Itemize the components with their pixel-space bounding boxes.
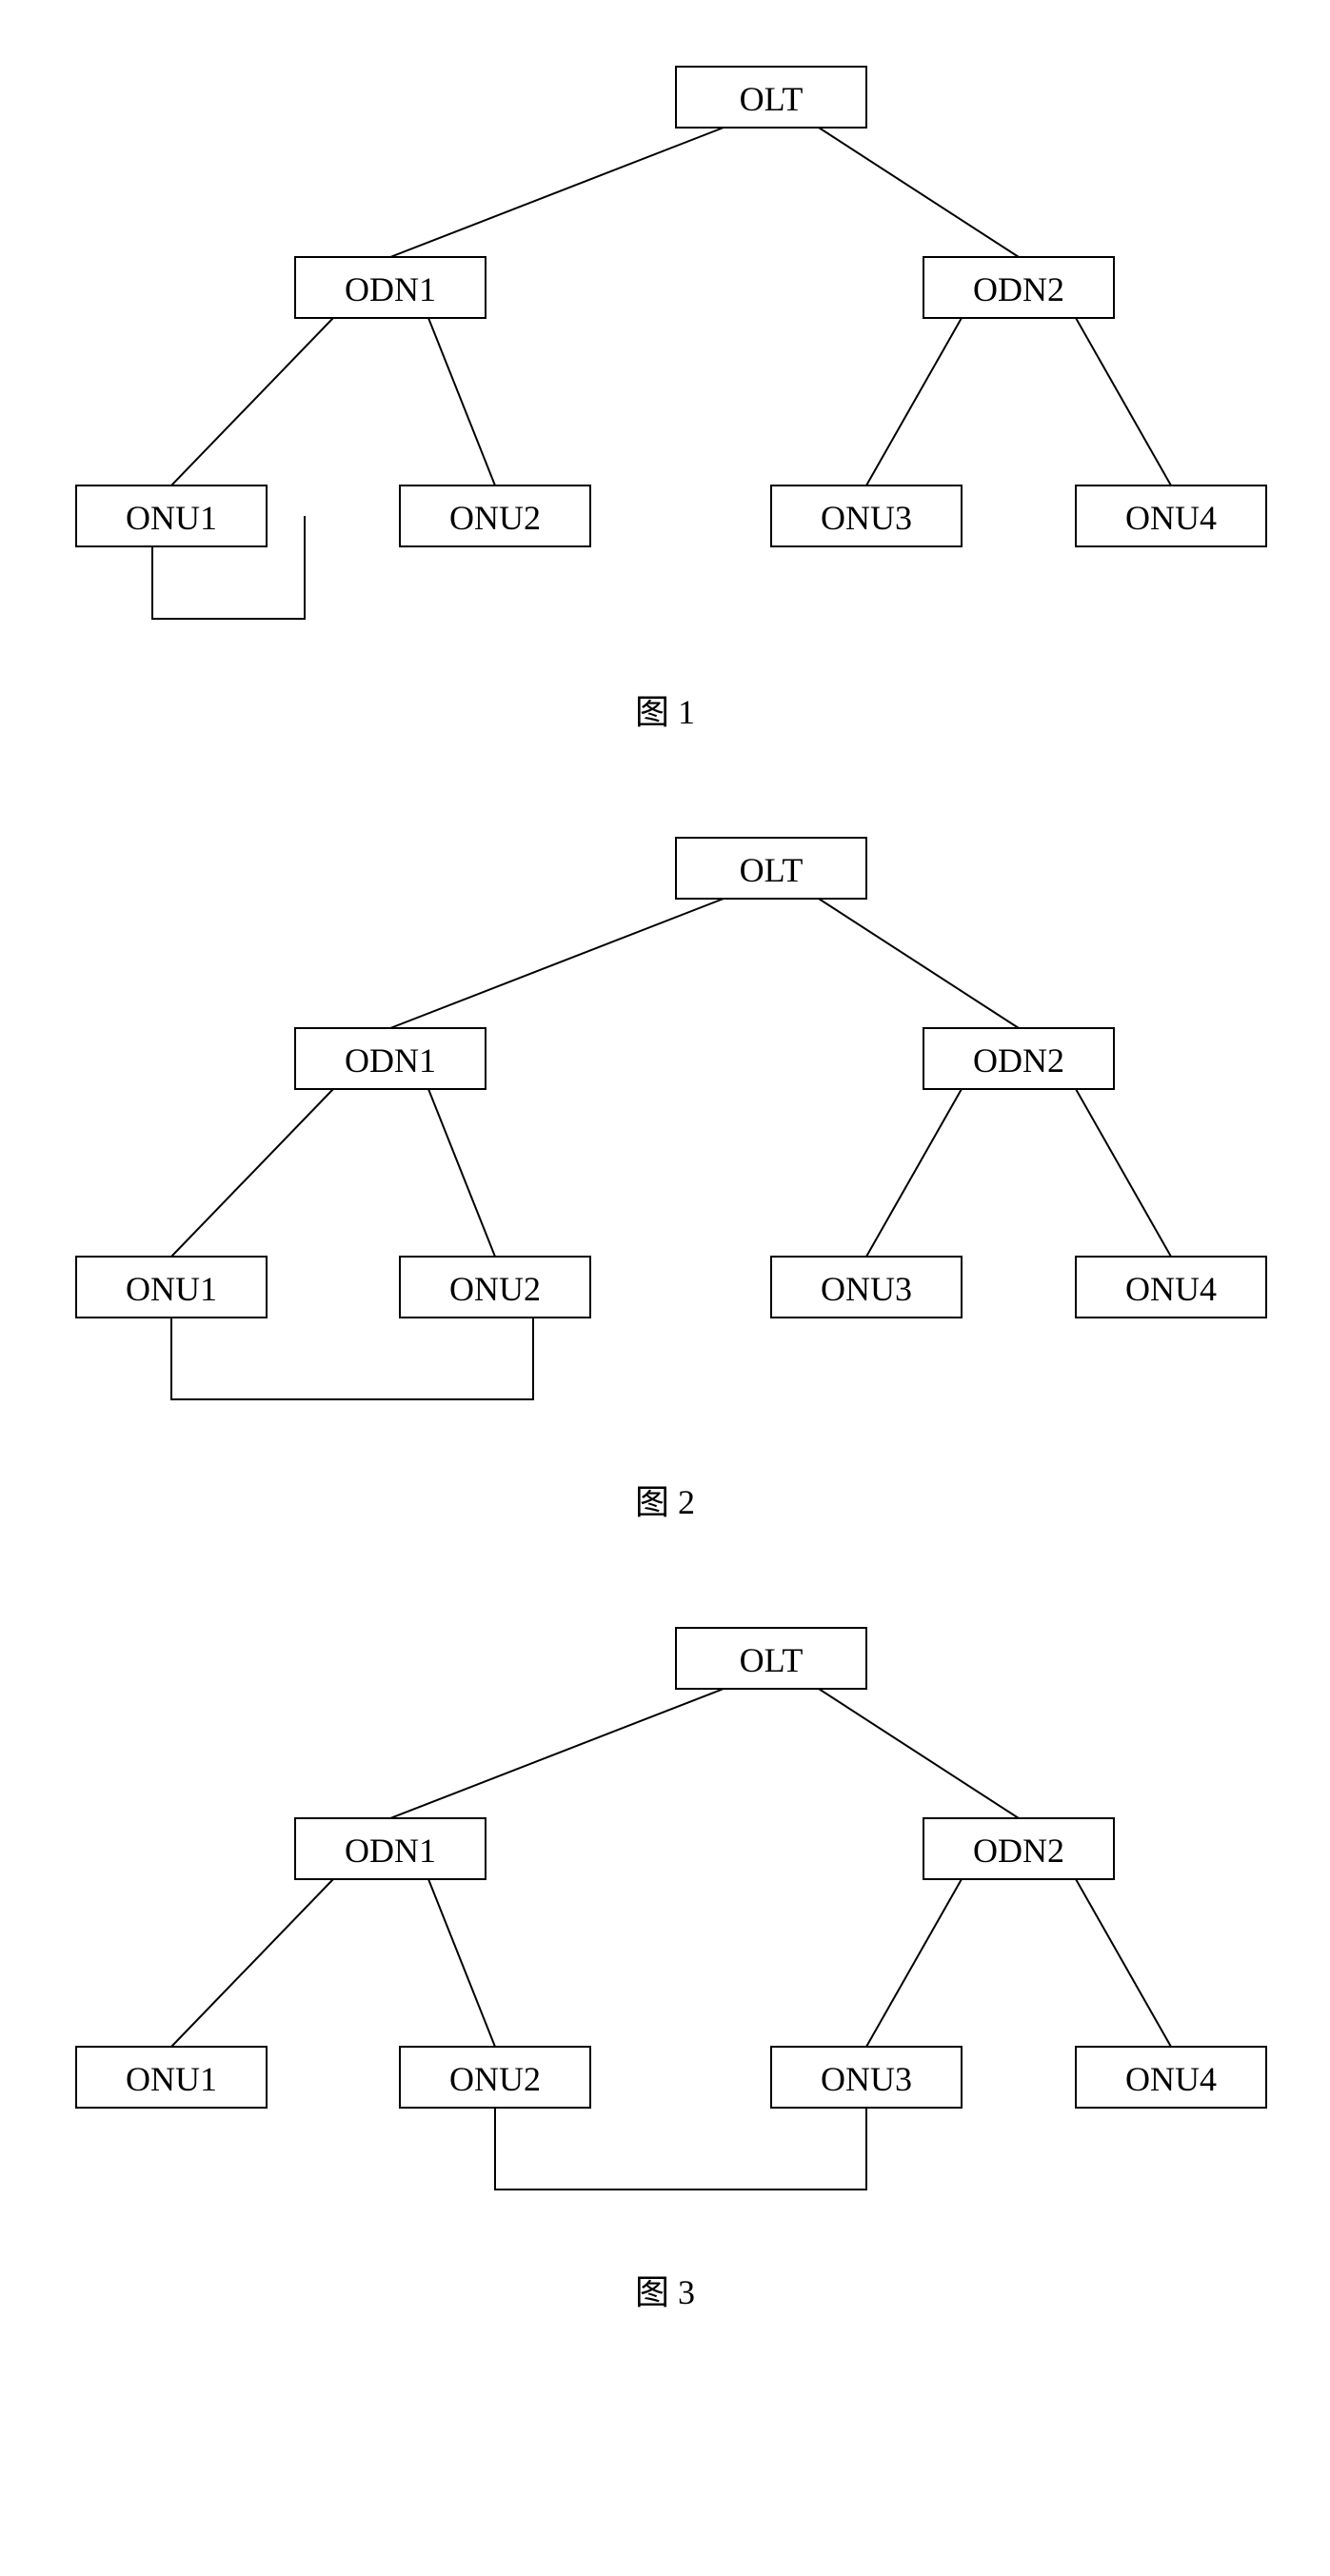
edge bbox=[428, 1089, 495, 1257]
diagram-svg: OLT ODN1 ODN2 ONU1 ONU2 ONU3 ONU4 图 1 bbox=[29, 38, 1301, 752]
edge bbox=[428, 318, 495, 485]
node-label-onu3: ONU3 bbox=[821, 2060, 912, 2098]
edge bbox=[171, 318, 333, 485]
edge bbox=[819, 128, 1019, 257]
figure-caption: 图 2 bbox=[635, 1483, 695, 1521]
edge bbox=[390, 128, 724, 257]
edge bbox=[1076, 1879, 1171, 2047]
diagrams-root: OLT ODN1 ODN2 ONU1 ONU2 ONU3 ONU4 图 1 OLT ODN1 ODN… bbox=[29, 38, 1301, 2332]
node-label-odn1: ODN1 bbox=[345, 1041, 436, 1080]
node-label-onu3: ONU3 bbox=[821, 499, 912, 537]
node-label-onu2: ONU2 bbox=[449, 2060, 541, 2098]
node-label-onu3: ONU3 bbox=[821, 1270, 912, 1308]
diagram-fig2: OLT ODN1 ODN2 ONU1 ONU2 ONU3 ONU4 图 2 bbox=[29, 809, 1301, 1542]
edge bbox=[428, 1879, 495, 2047]
link-path bbox=[171, 1318, 533, 1399]
edge bbox=[819, 1689, 1019, 1818]
edge bbox=[1076, 1089, 1171, 1257]
diagram-svg: OLT ODN1 ODN2 ONU1 ONU2 ONU3 ONU4 图 2 bbox=[29, 809, 1301, 1542]
node-label-onu4: ONU4 bbox=[1125, 499, 1217, 537]
node-label-onu1: ONU1 bbox=[126, 2060, 217, 2098]
diagram-fig1: OLT ODN1 ODN2 ONU1 ONU2 ONU3 ONU4 图 1 bbox=[29, 38, 1301, 752]
figure-caption: 图 1 bbox=[635, 693, 695, 731]
node-label-onu1: ONU1 bbox=[126, 499, 217, 537]
node-label-odn2: ODN2 bbox=[973, 1041, 1064, 1080]
edge bbox=[866, 1089, 962, 1257]
edge bbox=[866, 1879, 962, 2047]
diagram-svg: OLT ODN1 ODN2 ONU1 ONU2 ONU3 ONU4 图 3 bbox=[29, 1599, 1301, 2332]
edge bbox=[171, 1879, 333, 2047]
edge bbox=[390, 899, 724, 1028]
link-path bbox=[495, 2108, 866, 2190]
node-label-olt: OLT bbox=[740, 80, 804, 118]
figure-caption: 图 3 bbox=[635, 2273, 695, 2311]
node-label-odn2: ODN2 bbox=[973, 1832, 1064, 1870]
edge bbox=[1076, 318, 1171, 485]
edge bbox=[390, 1689, 724, 1818]
node-label-odn1: ODN1 bbox=[345, 1832, 436, 1870]
node-label-odn2: ODN2 bbox=[973, 270, 1064, 308]
node-label-onu4: ONU4 bbox=[1125, 2060, 1217, 2098]
node-label-onu1: ONU1 bbox=[126, 1270, 217, 1308]
diagram-fig3: OLT ODN1 ODN2 ONU1 ONU2 ONU3 ONU4 图 3 bbox=[29, 1599, 1301, 2332]
node-label-olt: OLT bbox=[740, 1641, 804, 1679]
node-label-onu2: ONU2 bbox=[449, 1270, 541, 1308]
edge bbox=[171, 1089, 333, 1257]
node-label-olt: OLT bbox=[740, 851, 804, 889]
edge bbox=[866, 318, 962, 485]
node-label-onu2: ONU2 bbox=[449, 499, 541, 537]
node-label-onu4: ONU4 bbox=[1125, 1270, 1217, 1308]
node-label-odn1: ODN1 bbox=[345, 270, 436, 308]
edge bbox=[819, 899, 1019, 1028]
